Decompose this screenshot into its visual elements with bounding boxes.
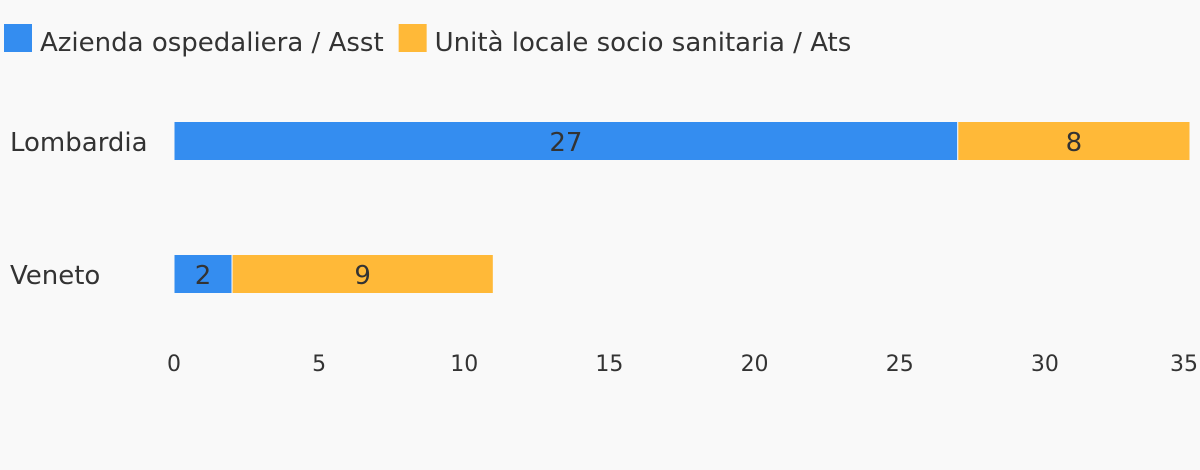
x-tick-label-0: 0	[167, 352, 181, 377]
x-axis: 0 5 10 15 20 25 30 35	[167, 352, 1198, 377]
x-tick-label-7: 35	[1170, 352, 1198, 377]
bar-lombardia-series-0	[173, 121, 959, 161]
legend-label-1: Unità locale socio sanitaria / Ats	[435, 28, 852, 58]
bar-value-label-veneto-1: 9	[354, 261, 371, 291]
bar-value-label-lombardia-0: 27	[549, 128, 582, 158]
x-tick-label-4: 20	[741, 352, 769, 377]
x-tick-label-3: 15	[595, 352, 623, 377]
bars: 27 8 2 9	[173, 121, 1191, 294]
bar-veneto-series-0	[173, 254, 233, 294]
x-tick-label-2: 10	[450, 352, 478, 377]
bar-value-label-lombardia-1: 8	[1066, 128, 1083, 158]
legend-swatch-0	[4, 24, 32, 52]
legend-swatch-1	[398, 24, 427, 52]
x-tick-label-5: 25	[886, 352, 914, 377]
category-label-1: Veneto	[10, 261, 100, 291]
category-label-0: Lombardia	[10, 128, 148, 158]
x-tick-label-6: 30	[1031, 352, 1059, 377]
x-tick-label-1: 5	[312, 352, 326, 377]
bar-veneto-series-1	[231, 254, 494, 294]
legend: Azienda ospedaliera / Asst Unità locale s…	[4, 24, 851, 58]
category-labels: Lombardia Veneto	[10, 128, 148, 291]
legend-label-0: Azienda ospedaliera / Asst	[40, 28, 384, 58]
bar-value-label-veneto-0: 2	[195, 261, 212, 291]
bar-lombardia-series-1	[957, 121, 1191, 161]
